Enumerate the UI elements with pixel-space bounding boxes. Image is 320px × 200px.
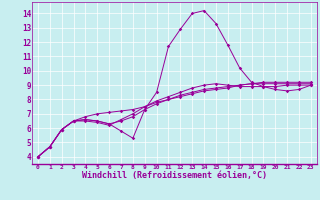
X-axis label: Windchill (Refroidissement éolien,°C): Windchill (Refroidissement éolien,°C) [82, 171, 267, 180]
